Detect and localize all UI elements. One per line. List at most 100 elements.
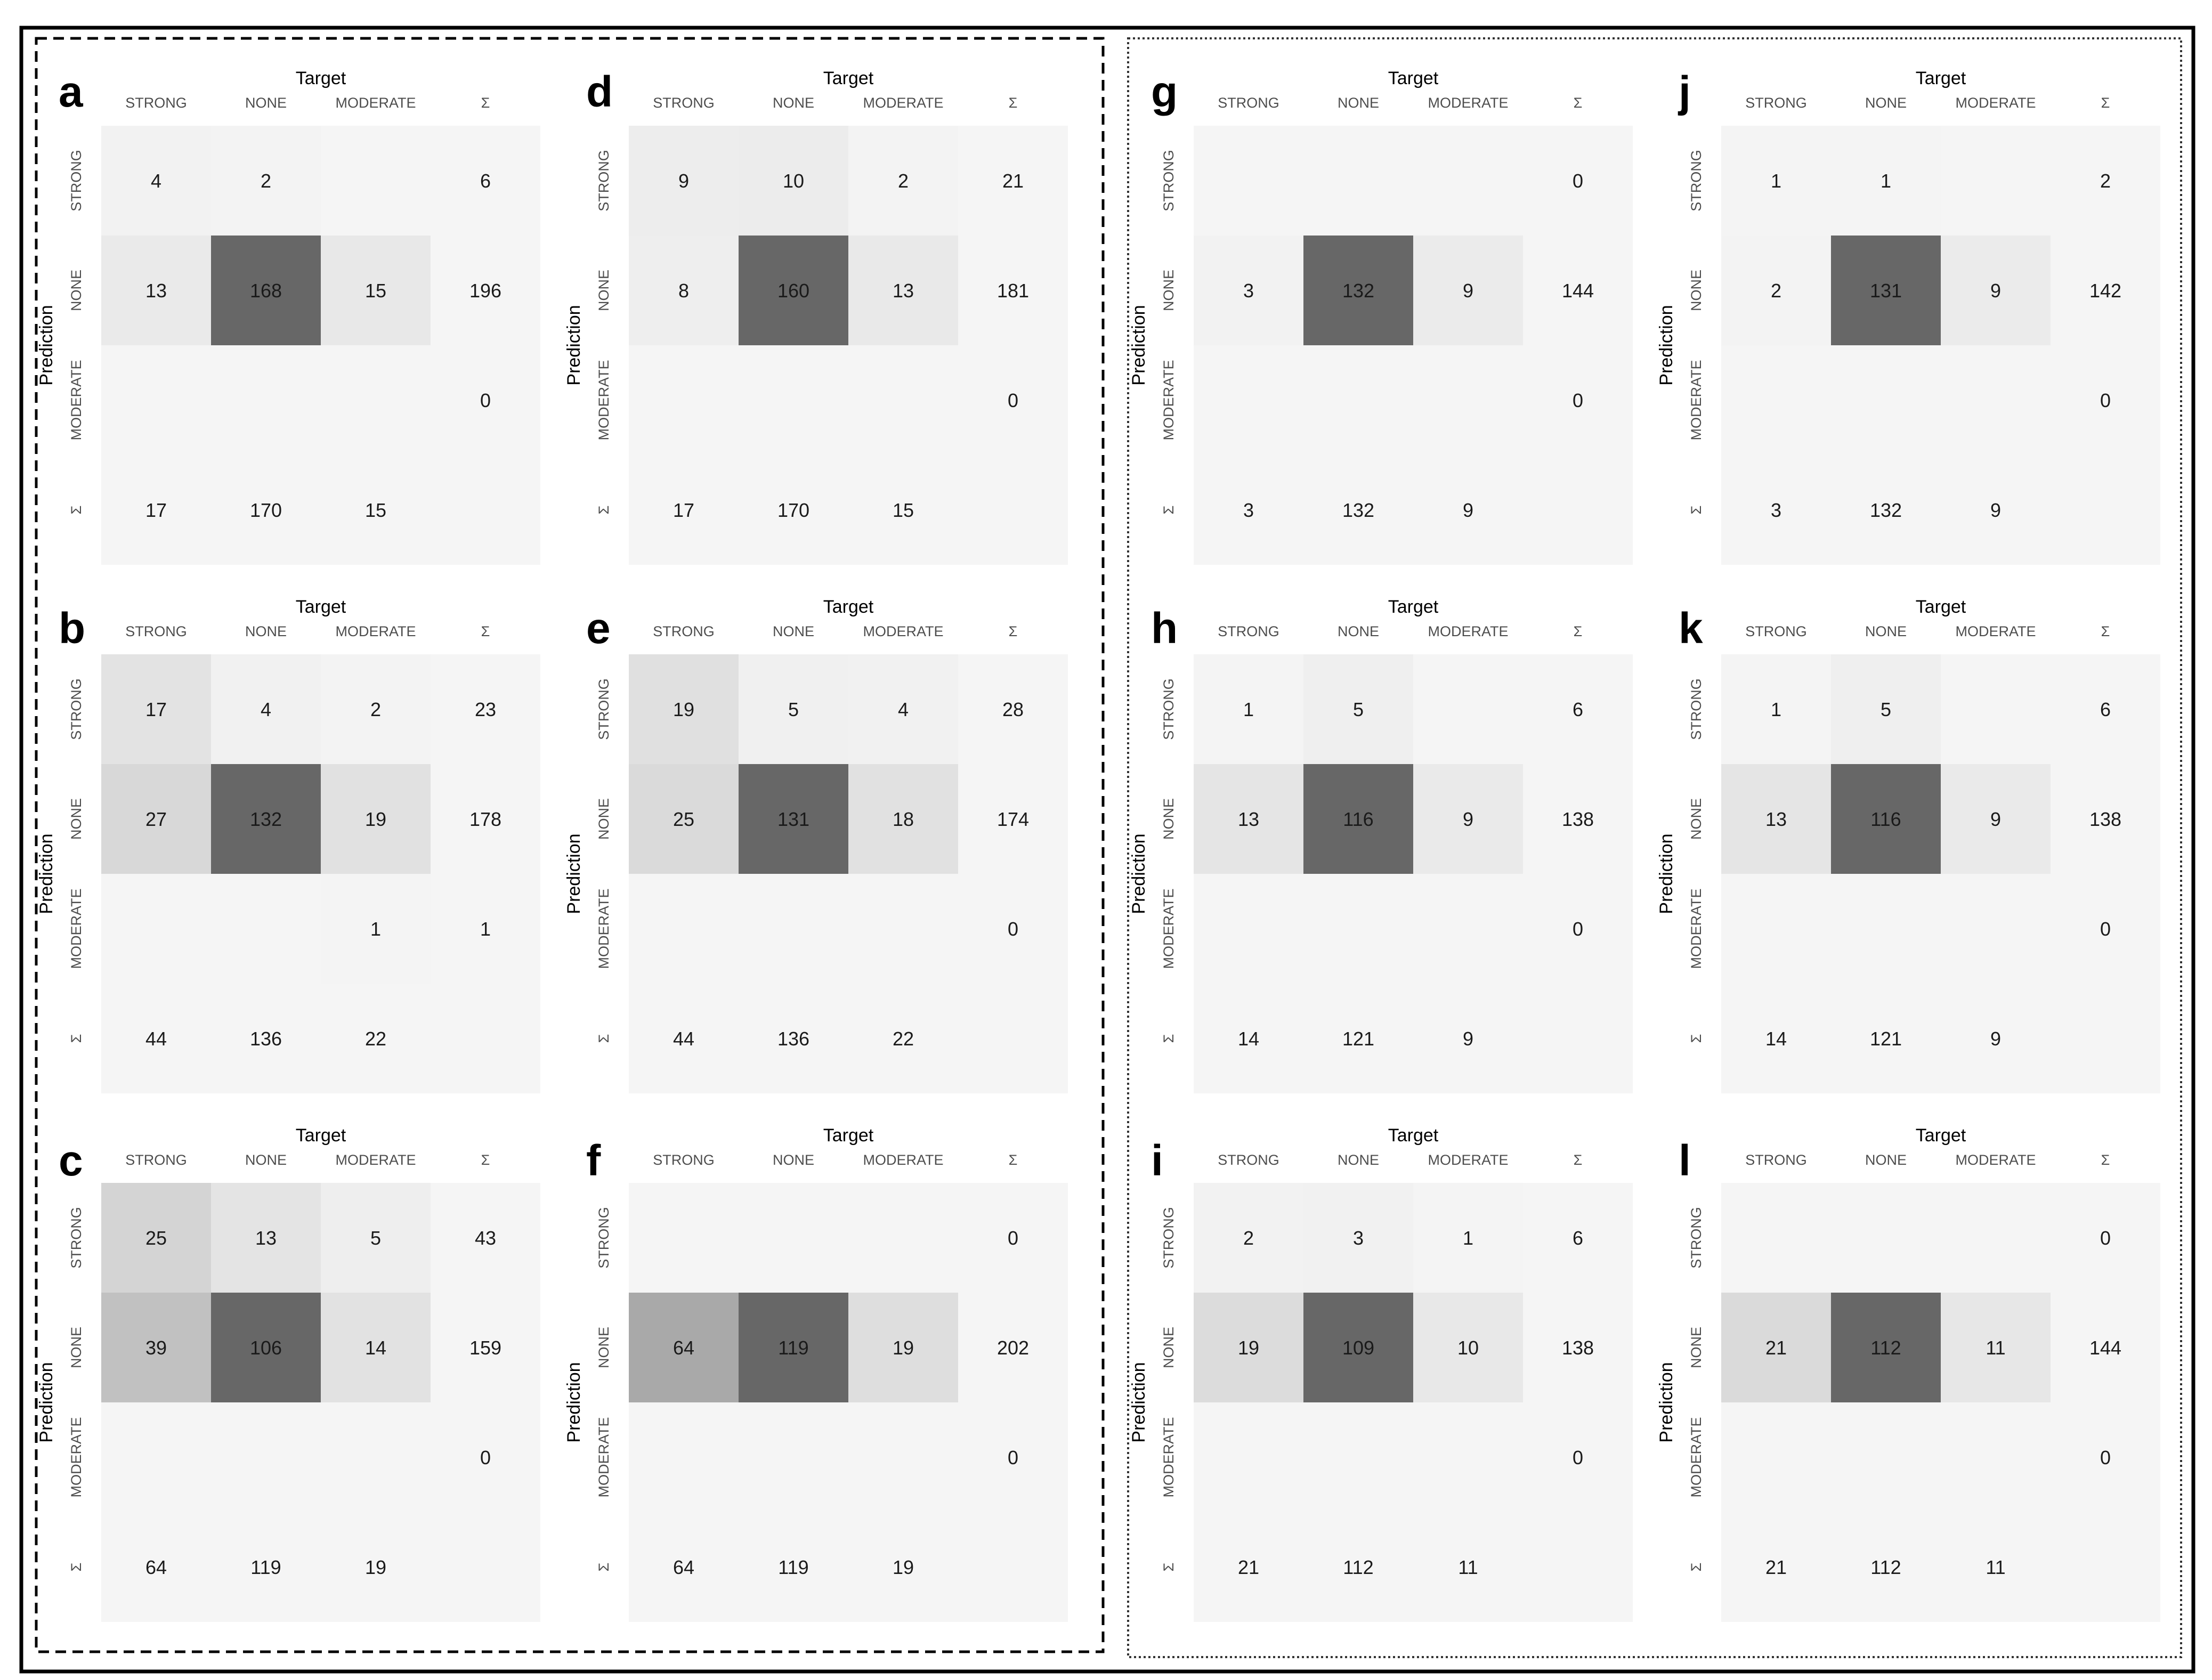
row-sum-label: 0 [2100,389,2111,411]
column-tick-label: NONE [1338,623,1379,639]
y-axis-title: Prediction [36,305,56,385]
matrix-cell [1831,874,1941,984]
matrix-cell [1303,1293,1413,1402]
panel-i: 2 3 1 19 109 10 6 138 0 21 112 11 Target Prediction ST… [1129,1125,1633,1622]
cell-value-label: 13 [145,280,167,302]
matrix-cell [101,236,211,345]
column-tick-label: Σ [2101,1152,2110,1168]
row-sum-label: 0 [2100,1227,2111,1249]
matrix-cell [211,236,321,345]
row-tick-label: NONE [1688,1327,1704,1368]
matrix-cell [629,1183,739,1293]
cell-value-label: 25 [673,808,694,830]
cell-value-label: 131 [1870,280,1902,302]
row-sum-label: 6 [2100,699,2111,720]
col-sum-label: 112 [1343,1556,1373,1578]
cell-value-label: 5 [370,1227,381,1249]
y-axis-title: Prediction [36,833,56,914]
row-sum-label: 138 [1562,1337,1594,1359]
row-tick-label: Σ [596,1034,612,1043]
matrix-cell [1194,236,1303,345]
column-tick-label: STRONG [653,1152,715,1168]
matrix-cell [1303,345,1413,455]
x-axis-title: Target [1388,1125,1439,1146]
row-sum-label: 138 [1562,808,1594,830]
panel-letter: g [1151,68,1178,116]
cell-value-label: 13 [255,1227,277,1249]
row-tick-label: NONE [1161,1327,1177,1368]
matrix-cell [1413,1402,1523,1512]
matrix-cell [1721,345,1831,455]
matrix-cell [739,874,848,984]
cell-value-label: 19 [1238,1337,1259,1359]
x-axis-title: Target [823,1125,874,1146]
row-tick-label: NONE [68,1327,84,1368]
cell-value-label: 116 [1870,808,1901,830]
row-sum-label: 142 [2089,280,2121,302]
matrix-cell [101,1293,211,1402]
panel-letter: k [1679,604,1703,653]
cell-value-label: 19 [365,808,386,830]
matrix-cell [1941,236,2051,345]
column-tick-label: STRONG [1745,95,1807,111]
row-tick-label: MODERATE [1161,360,1177,440]
row-sum-label: 6 [1573,699,1583,720]
matrix-cell [629,874,739,984]
col-sum-label: 170 [250,499,282,521]
column-tick-label: NONE [1865,623,1907,639]
matrix-cell [321,345,431,455]
column-tick-label: NONE [773,1152,814,1168]
matrix-cell [629,345,739,455]
row-tick-label: Σ [596,506,612,515]
cell-value-label: 168 [250,280,282,302]
panel-letter: h [1151,604,1178,653]
matrix-cell [848,874,958,984]
matrix-cell [1303,654,1413,764]
col-sum-label: 64 [145,1556,167,1578]
column-tick-label: Σ [1009,95,1018,111]
matrix-cell [321,1402,431,1512]
left-group-frame [35,37,1105,1653]
matrix-cell [211,345,321,455]
col-sum-label: 170 [777,499,809,521]
row-sum-label: 0 [1008,1447,1018,1468]
matrix-cell [101,126,211,236]
y-axis-title: Prediction [1656,833,1676,914]
row-sum-label: 0 [1573,918,1583,940]
row-tick-label: MODERATE [68,888,84,969]
column-tick-label: MODERATE [863,623,943,639]
row-tick-label: STRONG [68,678,84,740]
column-tick-label: MODERATE [335,623,416,639]
x-axis-title: Target [823,68,874,88]
cell-value-label: 2 [1243,1227,1254,1249]
column-tick-label: Σ [1009,1152,1018,1168]
panel-g: 3 132 9 0 144 0 3 132 9 Target Prediction STRONG NON… [1129,68,1633,565]
x-axis-title: Target [1388,68,1439,88]
panel-c: 25 13 5 39 106 14 43 159 0 64 119 19 Target Predictio… [36,1125,540,1622]
column-tick-label: MODERATE [335,95,416,111]
y-axis-title: Prediction [1656,1362,1676,1442]
row-sum-label: 0 [2100,1447,2111,1468]
panel-k: 1 5 13 116 9 6 138 0 14 121 9 Target Prediction STRON… [1656,597,2160,1093]
row-tick-label: Σ [68,1563,84,1572]
column-tick-label: NONE [1865,95,1907,111]
row-sum-label: 1 [480,918,491,940]
matrix-cell [848,126,958,236]
matrix-cell [848,764,958,874]
matrix-cell [848,345,958,455]
panel-f: 64 119 19 0 202 0 64 119 19 Target Prediction STRON… [564,1125,1068,1622]
cell-value-label: 131 [777,808,809,830]
column-tick-label: Σ [1574,1152,1583,1168]
row-sum-label: 0 [1008,1227,1018,1249]
col-sum-label: 17 [673,499,694,521]
row-tick-label: Σ [1161,506,1177,515]
x-axis-title: Target [823,597,874,617]
y-axis-title: Prediction [564,1362,584,1442]
cell-value-label: 3 [1243,280,1254,302]
col-sum-label: 9 [1990,1028,2001,1050]
row-tick-label: MODERATE [68,1417,84,1497]
cell-value-label: 9 [1990,808,2001,830]
cell-value-label: 27 [145,808,167,830]
row-sum-label: 0 [2100,918,2111,940]
cell-value-label: 2 [898,170,909,192]
